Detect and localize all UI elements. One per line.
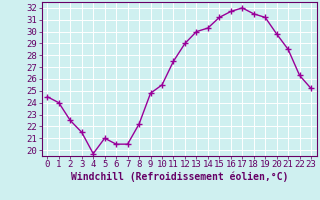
X-axis label: Windchill (Refroidissement éolien,°C): Windchill (Refroidissement éolien,°C)	[70, 172, 288, 182]
